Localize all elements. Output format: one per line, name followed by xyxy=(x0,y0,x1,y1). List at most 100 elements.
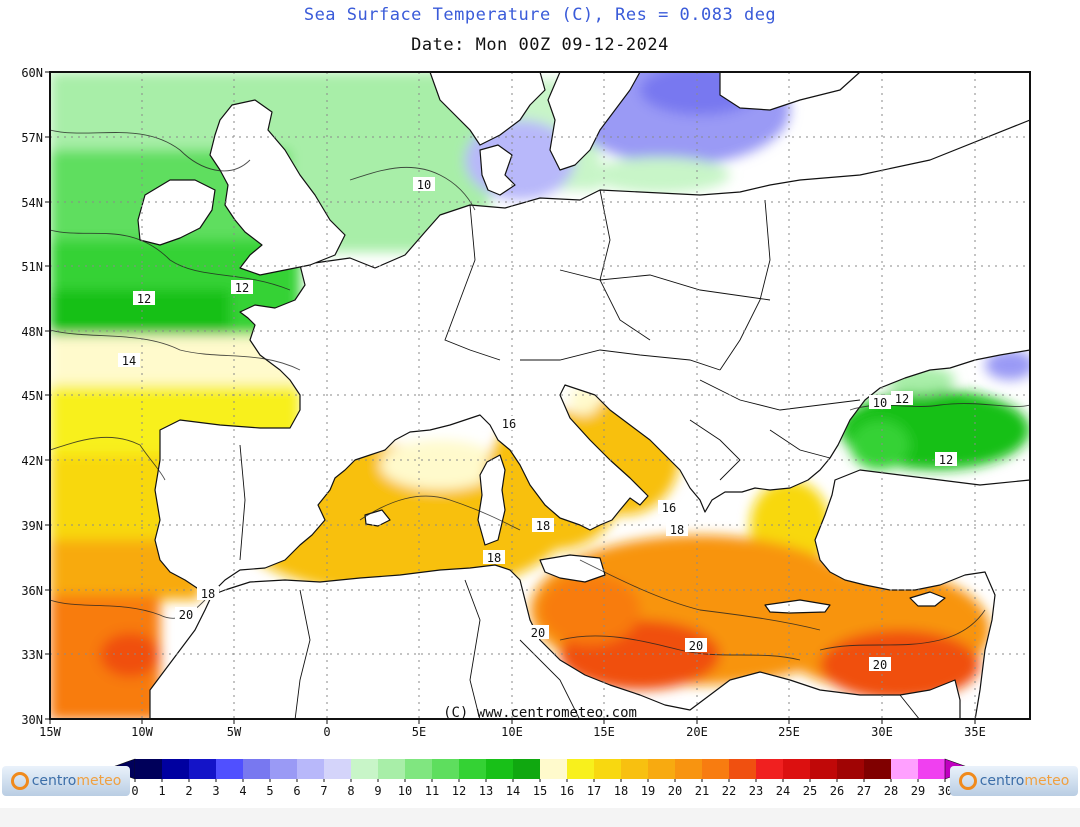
centrometeo-logo-right: centro meteo xyxy=(950,766,1078,796)
colorbar-tick-label: 7 xyxy=(320,784,327,798)
colorbar-swatch xyxy=(783,759,811,779)
colorbar-swatch xyxy=(837,759,865,779)
map-date: Date: Mon 00Z 09-12-2024 xyxy=(411,35,669,55)
x-axis-label: 25E xyxy=(778,725,800,739)
colorbar-tick-label: 20 xyxy=(668,784,682,798)
colorbar-swatch xyxy=(756,759,784,779)
colorbar-tick-label: 9 xyxy=(374,784,381,798)
y-axis-label: 45N xyxy=(21,389,43,403)
colorbar-tick-label: 22 xyxy=(722,784,736,798)
colorbar-swatch xyxy=(621,759,649,779)
colorbar: 0 1 2 3 4 5 6 7 8 9 10 11 12 13 14 15 16 17 18 19 20 21 22 23 24… xyxy=(106,758,974,798)
colorbar-tick-label: 21 xyxy=(695,784,709,798)
centrometeo-logo-left: centro meteo xyxy=(2,766,130,796)
colorbar-swatch xyxy=(567,759,595,779)
colorbar-swatch xyxy=(864,759,892,779)
brand-text-a: centro xyxy=(979,773,1025,789)
contour-label: 20 xyxy=(873,658,887,672)
y-axis-label: 30N xyxy=(21,713,43,727)
contour-label: 18 xyxy=(201,587,215,601)
colorbar-swatch xyxy=(270,759,298,779)
y-axis-label: 39N xyxy=(21,519,43,533)
colorbar-tick-label: 5 xyxy=(266,784,273,798)
x-axis-label: 15E xyxy=(593,725,615,739)
colorbar-swatch xyxy=(405,759,433,779)
contour-label: 12 xyxy=(895,392,909,406)
x-axis-label: 35E xyxy=(964,725,986,739)
colorbar-tick-label: 1 xyxy=(158,784,165,798)
colorbar-swatch xyxy=(297,759,325,779)
y-axis-label: 42N xyxy=(21,454,43,468)
colorbar-swatch xyxy=(378,759,406,779)
contour-label: 16 xyxy=(662,501,676,515)
colorbar-tick-label: 12 xyxy=(452,784,466,798)
colorbar-swatch xyxy=(594,759,622,779)
colorbar-swatch xyxy=(729,759,757,779)
contour-label: 20 xyxy=(179,608,193,622)
colorbar-tick-label: 19 xyxy=(641,784,655,798)
contour-label: 14 xyxy=(122,354,136,368)
colorbar-swatch xyxy=(513,759,541,779)
colorbar-swatch xyxy=(324,759,352,779)
contour-label: 18 xyxy=(670,523,684,537)
y-axis-label: 51N xyxy=(21,260,43,274)
colorbar-tick-label: 0 xyxy=(131,784,138,798)
x-axis-label: 15W xyxy=(39,725,61,739)
x-axis-label: 5E xyxy=(412,725,426,739)
colorbar-tick-label: 26 xyxy=(830,784,844,798)
colorbar-tick-label: 6 xyxy=(293,784,300,798)
colorbar-tick-label: 23 xyxy=(749,784,763,798)
y-axis-label: 36N xyxy=(21,584,43,598)
brand-text-a: centro xyxy=(31,773,77,789)
colorbar-swatch xyxy=(675,759,703,779)
sst-map: 15W 10W 5W 0 5E 10E 15E 20E 25E 30E 35E … xyxy=(21,66,1031,798)
x-axis-label: 30E xyxy=(871,725,893,739)
colorbar-tick-label: 2 xyxy=(185,784,192,798)
contour-label: 20 xyxy=(531,626,545,640)
colorbar-tick-label: 10 xyxy=(398,784,412,798)
colorbar-swatch xyxy=(891,759,919,779)
colorbar-swatch xyxy=(135,759,163,779)
colorbar-swatch xyxy=(918,759,946,779)
x-axis-label: 5W xyxy=(227,725,242,739)
logo-ring-icon xyxy=(958,772,977,790)
map-title: Sea Surface Temperature (C), Res = 0.083… xyxy=(303,5,777,25)
contour-label: 10 xyxy=(873,396,887,410)
colorbar-tick-label: 27 xyxy=(857,784,871,798)
colorbar-tick-label: 14 xyxy=(506,784,520,798)
contour-label: 18 xyxy=(536,519,550,533)
colorbar-tick-label: 4 xyxy=(239,784,246,798)
colorbar-tick-label: 28 xyxy=(884,784,898,798)
colorbar-tick-label: 18 xyxy=(614,784,628,798)
colorbar-swatch xyxy=(702,759,730,779)
credit-text: (C) www.centrometeo.com xyxy=(443,705,637,721)
y-axis-label: 60N xyxy=(21,66,43,80)
y-axis-label: 48N xyxy=(21,325,43,339)
x-axis-label: 0 xyxy=(323,725,330,739)
colorbar-tick-label: 13 xyxy=(479,784,493,798)
colorbar-swatch xyxy=(648,759,676,779)
x-axis-label: 10W xyxy=(131,725,153,739)
brand-text-b: meteo xyxy=(76,773,122,789)
contour-label: 16 xyxy=(502,417,516,431)
colorbar-tick-label: 8 xyxy=(347,784,354,798)
colorbar-tick-label: 17 xyxy=(587,784,601,798)
colorbar-swatch xyxy=(243,759,271,779)
colorbar-tick-label: 16 xyxy=(560,784,574,798)
colorbar-tick-label: 3 xyxy=(212,784,219,798)
brand-text-b: meteo xyxy=(1024,773,1070,789)
colorbar-swatch xyxy=(810,759,838,779)
contour-label: 12 xyxy=(235,281,249,295)
contour-label: 12 xyxy=(939,453,953,467)
footer-bar xyxy=(0,808,1080,827)
colorbar-swatch xyxy=(162,759,190,779)
y-axis-label: 57N xyxy=(21,131,43,145)
x-axis-label: 10E xyxy=(501,725,523,739)
colorbar-tick-label: 24 xyxy=(776,784,790,798)
colorbar-tick-label: 11 xyxy=(425,784,439,798)
y-axis-label: 33N xyxy=(21,648,43,662)
colorbar-swatch xyxy=(540,759,568,779)
colorbar-tick-label: 25 xyxy=(803,784,817,798)
colorbar-tick-label: 30 xyxy=(938,784,952,798)
x-axis-label: 20E xyxy=(686,725,708,739)
